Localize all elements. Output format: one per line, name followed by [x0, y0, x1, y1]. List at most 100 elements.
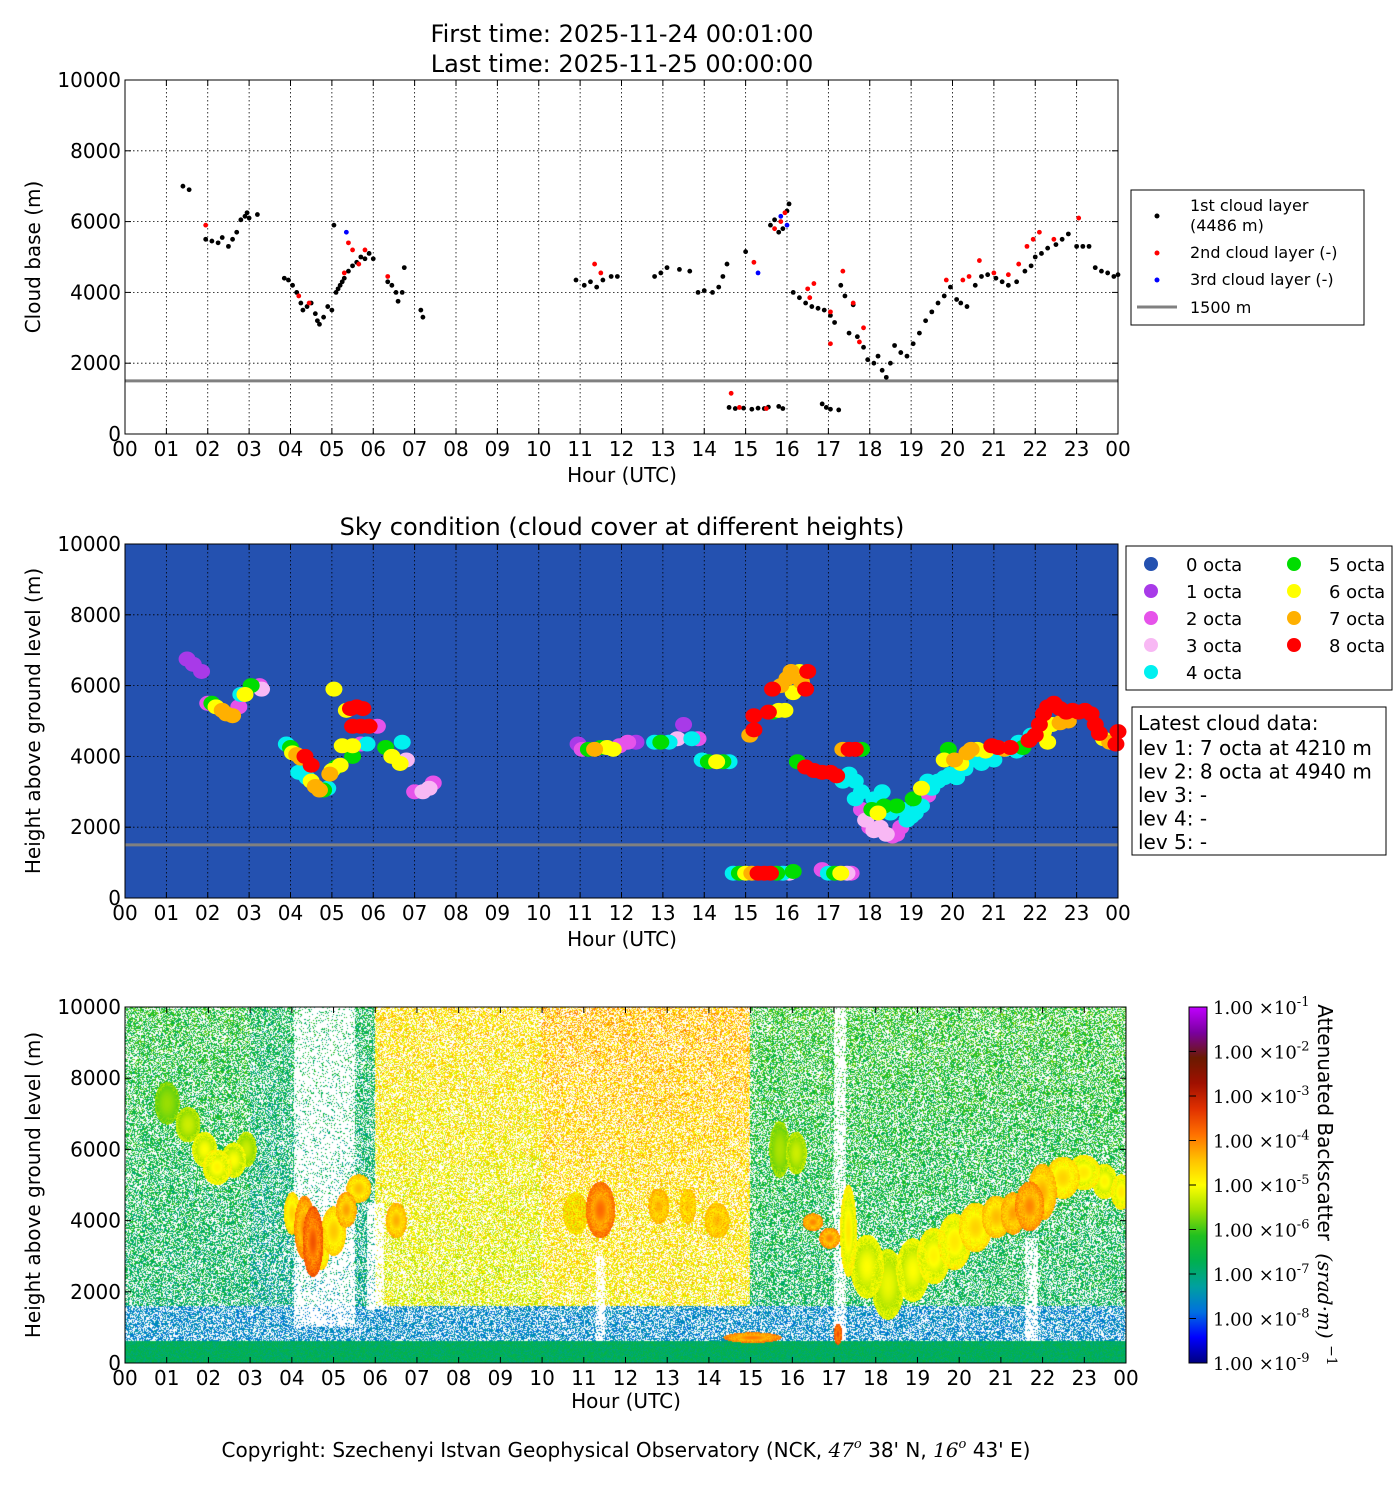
- data-point-layer1: [573, 277, 579, 283]
- data-point-layer1: [780, 406, 786, 411]
- legend-label-octa-8: 8 octa: [1329, 636, 1385, 657]
- octa-legend-items: 0 octa 1 octa 2 octa 3 octa 4 octa 5 octa 6 oc…: [1144, 555, 1385, 684]
- colorbar-title: Attenuated Backscatter: [1313, 1004, 1337, 1241]
- data-point-layer1: [687, 268, 693, 274]
- octa-point-4: [683, 731, 701, 747]
- data-point-layer1: [910, 341, 916, 347]
- y-tick-label: 0: [108, 422, 121, 446]
- data-point-layer1: [1099, 268, 1104, 274]
- data-point-layer1: [821, 307, 827, 313]
- x-tick-label: 04: [278, 901, 303, 925]
- octa-point-7: [586, 741, 604, 757]
- data-point-layer1: [420, 314, 426, 320]
- data-point-layer2: [751, 259, 757, 265]
- data-point-layer1: [948, 284, 953, 290]
- colorbar-tick-exponent: -7: [1297, 1262, 1310, 1277]
- x-tick-label: 01: [154, 437, 179, 461]
- data-point-layer1: [608, 274, 614, 279]
- legend-marker-octa-6: [1287, 584, 1301, 598]
- data-point-layer1: [1014, 279, 1020, 285]
- data-point-layer1: [180, 183, 186, 189]
- octa-points: [178, 651, 1127, 881]
- data-point-layer1: [286, 277, 291, 283]
- y-tick-labels: 0 2000 4000 6000 8000 10000: [57, 995, 121, 1375]
- legend-box: [1125, 545, 1393, 691]
- data-point-layer1: [341, 275, 347, 281]
- data-point-layer1: [1028, 263, 1034, 269]
- data-point-layer2: [828, 309, 833, 315]
- legend-marker-layer1: [1154, 213, 1160, 219]
- data-point-layer1: [749, 406, 755, 412]
- x-tick-label: 13: [654, 1366, 679, 1390]
- data-point-layer1: [871, 360, 877, 366]
- x-tick-label: 02: [195, 901, 220, 925]
- data-point-layer1: [246, 215, 252, 221]
- data-point-layer1: [385, 279, 391, 285]
- data-point-layer1: [958, 300, 964, 306]
- data-point-layer1: [854, 334, 860, 340]
- data-point-layer1: [954, 297, 960, 302]
- data-point-layer1: [209, 238, 215, 244]
- data-point-layer2: [960, 277, 966, 283]
- data-point-layer2: [840, 268, 846, 274]
- data-point-layer1: [776, 229, 782, 235]
- data-point-layer1: [226, 243, 231, 249]
- legend-label-layer3: 3rd cloud layer (-): [1190, 270, 1334, 289]
- x-axis-label: Hour (UTC): [567, 463, 677, 487]
- legend-marker-octa-1: [1144, 584, 1158, 598]
- octa-point-4: [900, 809, 918, 825]
- octa-point-8: [764, 681, 782, 697]
- octa-point-8: [354, 701, 372, 717]
- octa-point-8: [302, 757, 320, 773]
- latest-line: lev 5: -: [1138, 830, 1207, 854]
- data-point-layer1: [917, 330, 922, 336]
- y-tick-label: 10000: [57, 532, 121, 556]
- x-tick-label: 23: [1072, 1366, 1097, 1390]
- data-point-layer1: [186, 187, 192, 193]
- x-tick-label: 06: [361, 437, 386, 461]
- colorbar-tick-exponent: -5: [1297, 1173, 1310, 1188]
- x-tick-label: 07: [402, 437, 427, 461]
- octa-legend: 0 octa 1 octa 2 octa 3 octa 4 octa 5 octa 6 oc…: [1125, 545, 1393, 691]
- data-point-layer1: [255, 212, 260, 217]
- latest-line: lev 2: 8 octa at 4940 m: [1138, 760, 1372, 784]
- data-point-layer2: [772, 226, 777, 232]
- data-point-layer1: [1039, 251, 1044, 256]
- legend-marker-octa-0: [1144, 557, 1158, 571]
- data-point-layer1: [701, 288, 707, 294]
- x-tick-label: 00: [1105, 901, 1130, 925]
- data-point-layer1: [242, 213, 248, 219]
- octa-point-3: [420, 780, 438, 796]
- x-tick-label: 09: [485, 437, 510, 461]
- data-point-layer1: [314, 318, 320, 324]
- data-point-layer1: [1005, 282, 1011, 288]
- latest-cloud-box: Latest cloud data: lev 1: 7 octa at 4210…: [1131, 706, 1387, 856]
- x-tick-label: 08: [443, 437, 468, 461]
- data-point-layer1: [776, 403, 782, 409]
- latest-line: lev 3: -: [1138, 783, 1207, 807]
- x-tick-label: 16: [774, 437, 799, 461]
- y-tick-label: 8000: [70, 139, 121, 163]
- x-tick-label: 00: [112, 901, 137, 925]
- data-point-layer2: [1016, 261, 1022, 267]
- x-tick-label: 13: [650, 901, 675, 925]
- x-tick-label: 16: [780, 1366, 805, 1390]
- octa-point-6: [832, 865, 850, 881]
- data-point-layer2: [346, 240, 351, 246]
- y-tick-label: 4000: [70, 280, 121, 304]
- data-point-layer1: [726, 405, 732, 410]
- data-point-layer2: [850, 300, 856, 306]
- data-point-layer1: [333, 290, 339, 295]
- sky-condition-chart: Sky condition (cloud cover at different …: [21, 513, 1393, 951]
- colorbar-tick-mantissa: 1.00 ×10: [1213, 998, 1297, 1019]
- x-tick-label: 15: [733, 901, 758, 925]
- colorbar-tick-label: 1.00 ×10-6: [1213, 1218, 1309, 1242]
- data-point-layer1: [298, 300, 304, 306]
- x-tick-label: 10: [526, 901, 551, 925]
- data-point-layer1: [842, 293, 848, 299]
- y-tick-label: 0: [108, 886, 121, 910]
- data-point-layer1: [828, 313, 833, 318]
- data-point-layer1: [999, 279, 1005, 285]
- x-tick-label: 11: [567, 437, 592, 461]
- octa-point-8: [1001, 740, 1019, 756]
